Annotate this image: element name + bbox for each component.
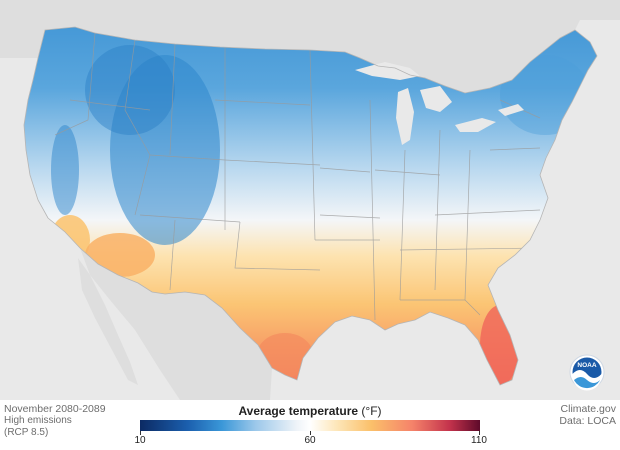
us-outline bbox=[23, 26, 598, 386]
credits: Climate.gov Data: LOCA bbox=[559, 403, 616, 427]
rocky-mountains-cold bbox=[110, 55, 220, 245]
legend-title-text: Average temperature bbox=[238, 404, 359, 418]
sierra-cold bbox=[51, 125, 79, 215]
credit-data: Data: LOCA bbox=[559, 415, 616, 427]
noaa-logo-text: NOAA bbox=[577, 362, 596, 369]
legend-tick-mark bbox=[140, 431, 141, 435]
legend-tick-label-max: 110 bbox=[471, 435, 487, 446]
mexico-land bbox=[80, 248, 272, 400]
canada-land bbox=[0, 0, 620, 93]
baja-peninsula bbox=[78, 258, 138, 385]
great-lakes bbox=[355, 62, 524, 145]
state-boundaries bbox=[54, 32, 541, 321]
scenario-label: High emissions bbox=[4, 415, 72, 426]
map-caption: November 2080-2089 High emissions (RCP 8… bbox=[4, 403, 106, 439]
temperature-map: NOAA bbox=[0, 0, 620, 400]
legend-tick-mark bbox=[479, 431, 480, 435]
arizona-warm bbox=[85, 233, 155, 277]
scenario-rcp-label: (RCP 8.5) bbox=[4, 427, 49, 438]
legend-tick-label-min: 10 bbox=[134, 435, 146, 446]
legend-title: Average temperature (°F) bbox=[140, 404, 480, 418]
period-label: November 2080-2089 bbox=[4, 403, 106, 415]
gulf-water bbox=[303, 312, 487, 400]
credit-source: Climate.gov bbox=[560, 403, 616, 415]
legend-color-bar bbox=[140, 420, 480, 431]
legend-tick-mark bbox=[310, 431, 311, 435]
noaa-logo: NOAA bbox=[569, 354, 605, 391]
legend-unit: (°F) bbox=[361, 404, 382, 418]
legend-tick-label-mid: 60 bbox=[304, 435, 316, 446]
northern-rockies-cold bbox=[85, 45, 175, 135]
contiguous-us bbox=[24, 27, 597, 385]
